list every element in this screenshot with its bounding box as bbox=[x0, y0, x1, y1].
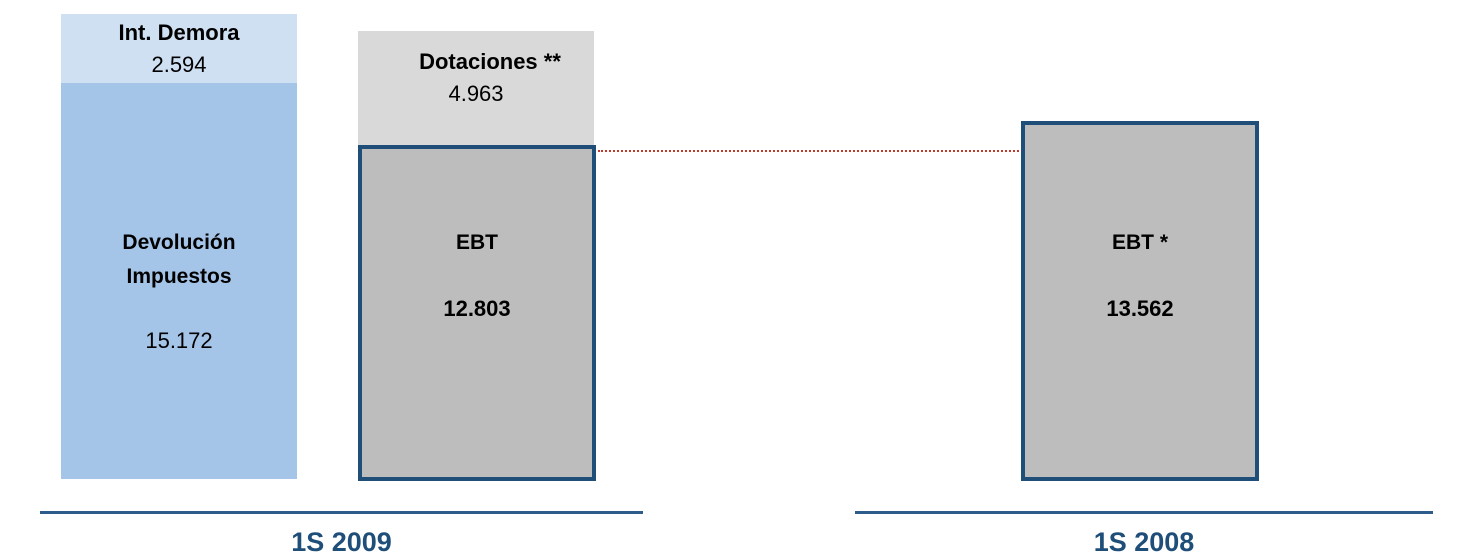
ebt-2008-value: 13.562 bbox=[1106, 296, 1174, 321]
bar-devolucion-impuestos bbox=[61, 83, 297, 479]
devolucion-label-line1: Devolución bbox=[122, 231, 236, 254]
dotaciones-value: 4.963 bbox=[448, 81, 504, 106]
int-demora-label: Int. Demora bbox=[118, 20, 240, 45]
bar-ebt-2008 bbox=[1021, 121, 1259, 481]
axis-line-1s-2009 bbox=[40, 511, 643, 514]
bar-int-demora bbox=[61, 14, 297, 83]
reference-line bbox=[598, 150, 1255, 152]
ebt-2009-label: EBT bbox=[456, 231, 498, 254]
devolucion-label-line2: Impuestos bbox=[126, 265, 232, 288]
bar-ebt-2009 bbox=[358, 145, 596, 481]
ebt-2009-value: 12.803 bbox=[443, 296, 511, 321]
ebt-2008-label: EBT * bbox=[1111, 231, 1168, 254]
devolucion-value: 15.172 bbox=[145, 328, 213, 353]
int-demora-value: 2.594 bbox=[151, 52, 207, 77]
bar-dotaciones bbox=[358, 31, 594, 149]
category-label-1s-2008: 1S 2008 bbox=[1093, 527, 1195, 557]
category-label-1s-2009: 1S 2009 bbox=[291, 527, 392, 557]
dotaciones-label: Dotaciones ** bbox=[419, 49, 561, 74]
axis-line-1s-2008 bbox=[855, 511, 1433, 514]
